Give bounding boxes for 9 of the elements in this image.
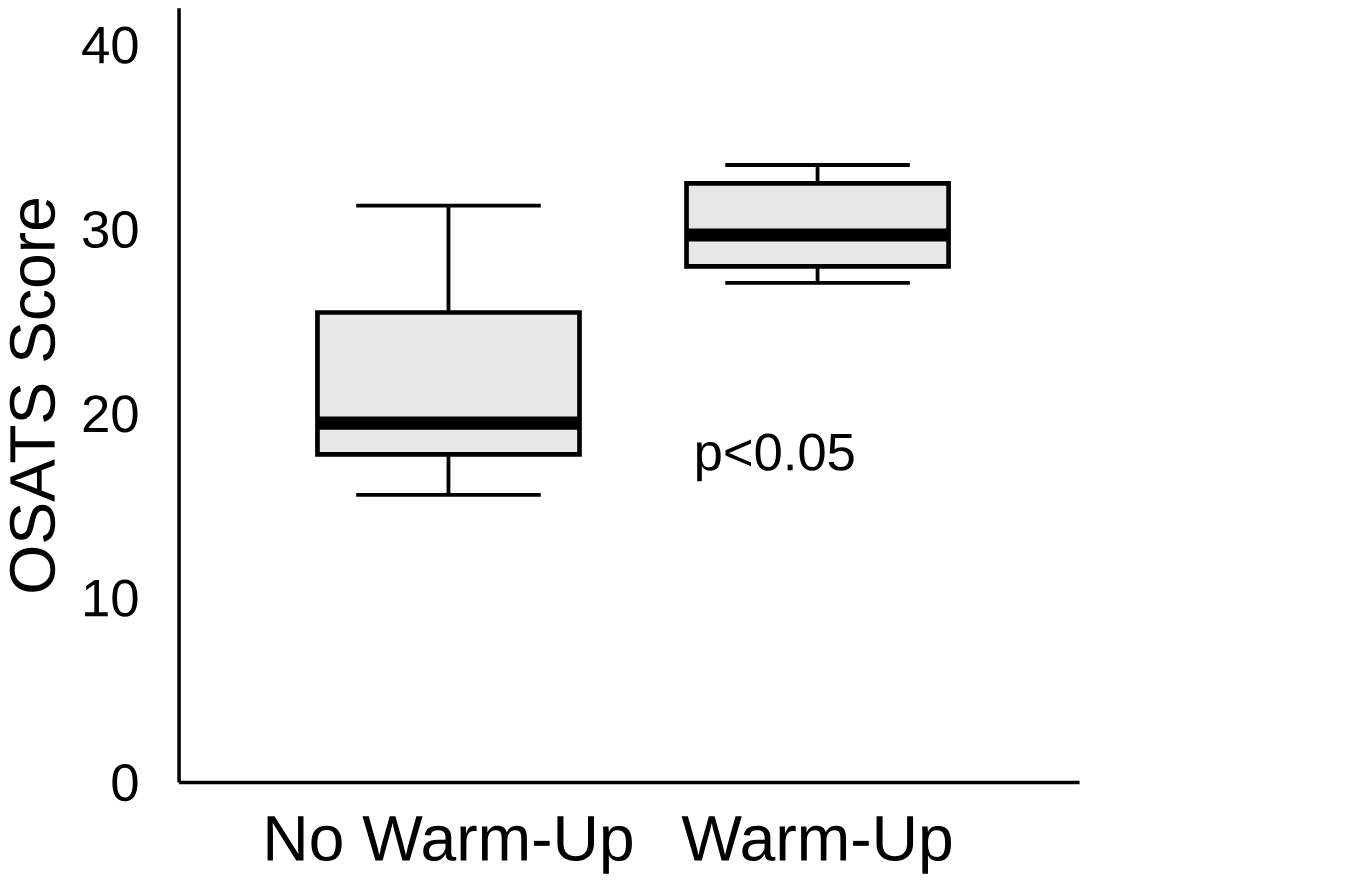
annotation: p<0.05	[697, 433, 854, 481]
x-tick-label: No Warm-Up	[267, 815, 632, 874]
y-tick-label: 40	[82, 26, 138, 64]
y-tick-label: 0	[112, 763, 138, 801]
y-tick-label: 10	[85, 579, 138, 617]
y-axis-title: OSATS Score	[9, 198, 56, 592]
y-tick-label: 30	[83, 210, 138, 248]
x-tick-label: Warm-Up	[681, 815, 952, 874]
y-tick-label: 20	[83, 394, 138, 433]
